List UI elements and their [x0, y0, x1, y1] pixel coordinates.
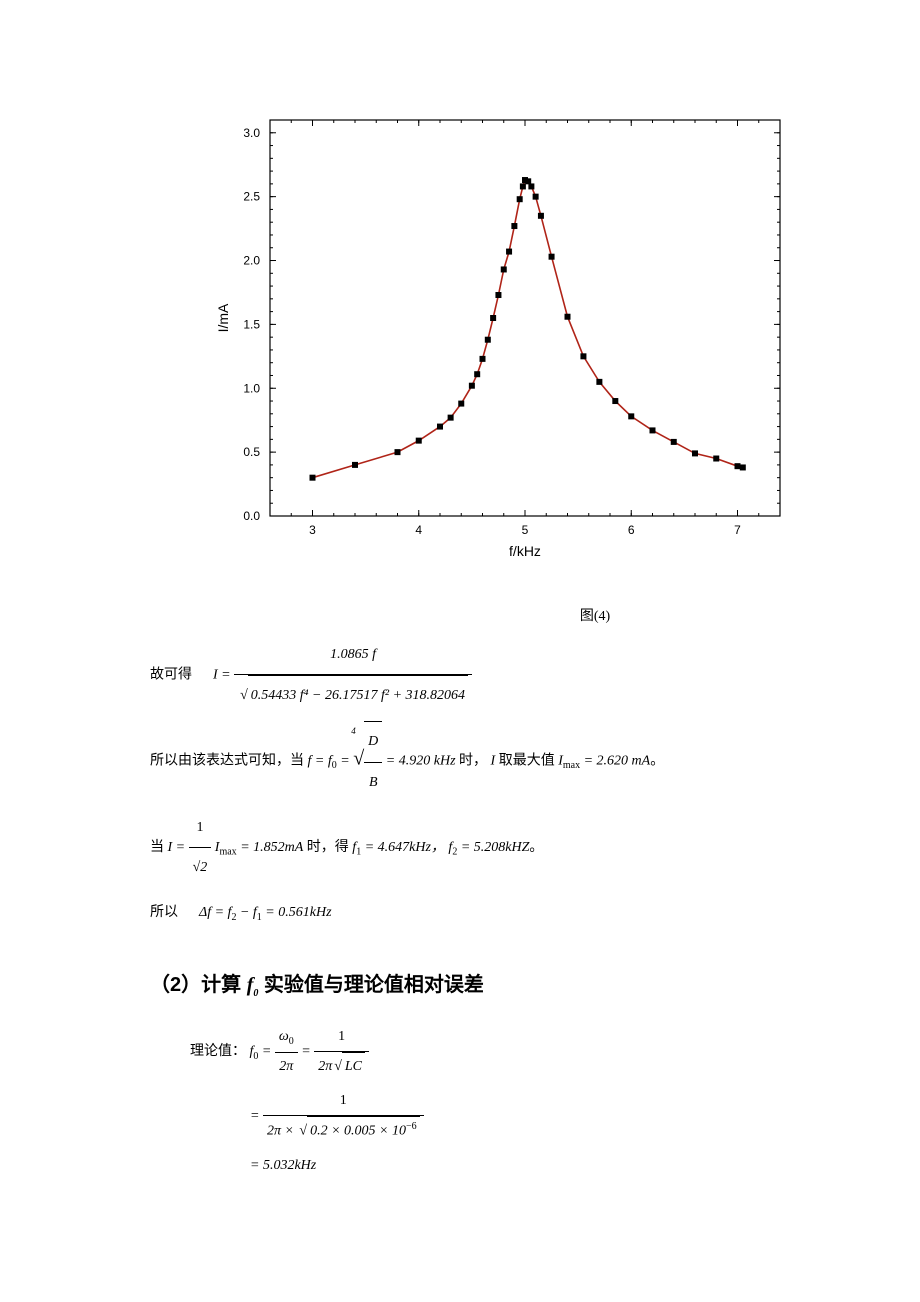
l3-den: √2	[193, 860, 208, 875]
th-num1: ω	[279, 1029, 289, 1044]
eq1-fraction: 1.0865 f √0.54433 f⁴ − 26.17517 f² + 318…	[234, 635, 472, 715]
equation-I-expr: 故可得 I = 1.0865 f √0.54433 f⁴ − 26.17517 …	[150, 635, 780, 715]
svg-text:3: 3	[309, 523, 316, 537]
el2-exp: −6	[406, 1121, 417, 1132]
eq1-lhs: I =	[213, 667, 234, 682]
ha: 计算	[201, 974, 247, 996]
th-num2: 1	[338, 1029, 345, 1044]
line-bandwidth: 所以 Δf = f2 − f1 = 0.561kHz	[150, 893, 780, 932]
section-heading-2: （2）计算 f0 实验值与理论值相对误差	[150, 968, 780, 999]
l2-maxsub: max	[563, 761, 580, 772]
svg-text:f/kHz: f/kHz	[509, 543, 541, 559]
l3-mid: = 1.852mA	[240, 840, 303, 855]
el2-num: 1	[340, 1093, 347, 1108]
el3: = 5.032kHz	[250, 1158, 316, 1173]
th-eq2: =	[301, 1045, 314, 1060]
th-den2rad: LC	[345, 1059, 362, 1074]
el2-pre: =	[250, 1109, 263, 1124]
figure-caption: 图(4)	[410, 605, 780, 625]
l2-val: = 4.920 kHz	[386, 754, 456, 769]
theory-line3: = 5.032kHz	[250, 1152, 780, 1180]
th-den1: 2π	[279, 1059, 293, 1074]
theory-line1: 理论值： f0 = ω0 2π = 1 2π√LC	[190, 1023, 780, 1081]
l3-frac: 1 √2	[189, 808, 212, 887]
el2-frac: 1 2π × √0.2 × 0.005 × 10−6	[263, 1087, 424, 1146]
svg-text:2.5: 2.5	[243, 190, 260, 204]
l3-f2sub: 2	[452, 846, 457, 857]
hb: 实验值与理论值相对误差	[258, 974, 484, 996]
root-num: D	[368, 734, 378, 749]
el2-dena: 2π ×	[267, 1124, 297, 1139]
th-f0sub: 0	[253, 1051, 258, 1062]
root-den: B	[369, 775, 378, 790]
l2-mid: =	[340, 754, 353, 769]
label-so: 故可得	[150, 667, 192, 682]
hnum: （2）	[150, 974, 201, 996]
chart-svg: 3 4 5 6 7 0.0 0.5 1.0 1.5 2.0 2.5 3.0 f/kHz I/mA	[190, 100, 810, 580]
l3a: 当	[150, 840, 164, 855]
svg-text:4: 4	[415, 523, 422, 537]
eq1-den: 0.54433 f⁴ − 26.17517 f² + 318.82064	[251, 688, 465, 703]
svg-text:6: 6	[628, 523, 635, 537]
th-label: 理论值：	[190, 1045, 246, 1060]
el2-denrad: 0.2 × 0.005 × 10	[310, 1124, 406, 1139]
svg-text:1.0: 1.0	[243, 381, 260, 395]
l3-f1val: = 4.647kHz，	[365, 840, 445, 855]
l3-f2val: = 5.208kHZ	[461, 840, 530, 855]
l3-end: 。	[529, 840, 543, 855]
l4a: 所以	[150, 905, 178, 920]
eq1-sqrt: √0.54433 f⁴ − 26.17517 f² + 318.82064	[238, 675, 468, 715]
l2-end: 。	[650, 754, 664, 769]
th-eq1: =	[262, 1045, 275, 1060]
th-frac1: ω0 2π	[275, 1023, 298, 1081]
svg-text:2.0: 2.0	[243, 254, 260, 268]
l3-num: 1	[189, 808, 212, 848]
l2-I: I	[491, 754, 499, 769]
l2a: 所以由该表达式可知，当	[150, 754, 304, 769]
svg-text:0.0: 0.0	[243, 509, 260, 523]
l2b: 时，	[459, 754, 487, 769]
th-den2a: 2π	[318, 1059, 332, 1074]
svg-text:I/mA: I/mA	[215, 303, 231, 332]
th-num1sub: 0	[289, 1036, 294, 1047]
root-index: 4	[351, 719, 356, 744]
svg-text:0.5: 0.5	[243, 445, 260, 459]
l4-s1: 1	[257, 912, 262, 923]
l4-df: Δf = f	[199, 905, 231, 920]
theory-line2: = 1 2π × √0.2 × 0.005 × 10−6	[250, 1087, 780, 1146]
svg-text:5: 5	[522, 523, 529, 537]
l2-f: f = f	[308, 754, 332, 769]
resonance-chart: 3 4 5 6 7 0.0 0.5 1.0 1.5 2.0 2.5 3.0 f/kHz I/mA	[190, 100, 780, 585]
fourth-root: 4 √DB	[353, 721, 382, 801]
l2-maxval: = 2.620 mA	[584, 754, 651, 769]
line-f0-max: 所以由该表达式可知，当 f = f0 = 4 √DB = 4.920 kHz 时…	[150, 721, 780, 801]
svg-text:7: 7	[734, 523, 741, 537]
l3b: 时，得	[307, 840, 353, 855]
l2-sub0: 0	[332, 761, 337, 772]
th-frac2: 1 2π√LC	[314, 1023, 369, 1081]
svg-text:1.5: 1.5	[243, 317, 260, 331]
l4-minus: − f	[240, 905, 257, 920]
line-halfpower: 当 I = 1 √2 Imax = 1.852mA 时，得 f1 = 4.647…	[150, 808, 780, 887]
l3-lhs: I =	[168, 840, 189, 855]
l4-val: = 0.561kHz	[265, 905, 331, 920]
l4-s2: 2	[231, 912, 236, 923]
svg-text:3.0: 3.0	[243, 126, 260, 140]
eq1-num: 1.0865 f	[330, 647, 376, 662]
l3-f1sub: 1	[356, 846, 361, 857]
l3-maxsub: max	[219, 846, 236, 857]
l2c: 取最大值	[499, 754, 555, 769]
